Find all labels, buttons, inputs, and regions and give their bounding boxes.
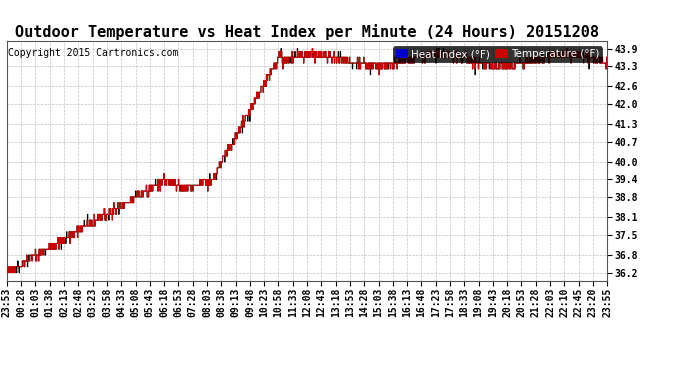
Title: Outdoor Temperature vs Heat Index per Minute (24 Hours) 20151208: Outdoor Temperature vs Heat Index per Mi… bbox=[15, 24, 599, 40]
Text: Copyright 2015 Cartronics.com: Copyright 2015 Cartronics.com bbox=[8, 48, 178, 58]
Legend: Heat Index (°F), Temperature (°F): Heat Index (°F), Temperature (°F) bbox=[393, 46, 602, 62]
